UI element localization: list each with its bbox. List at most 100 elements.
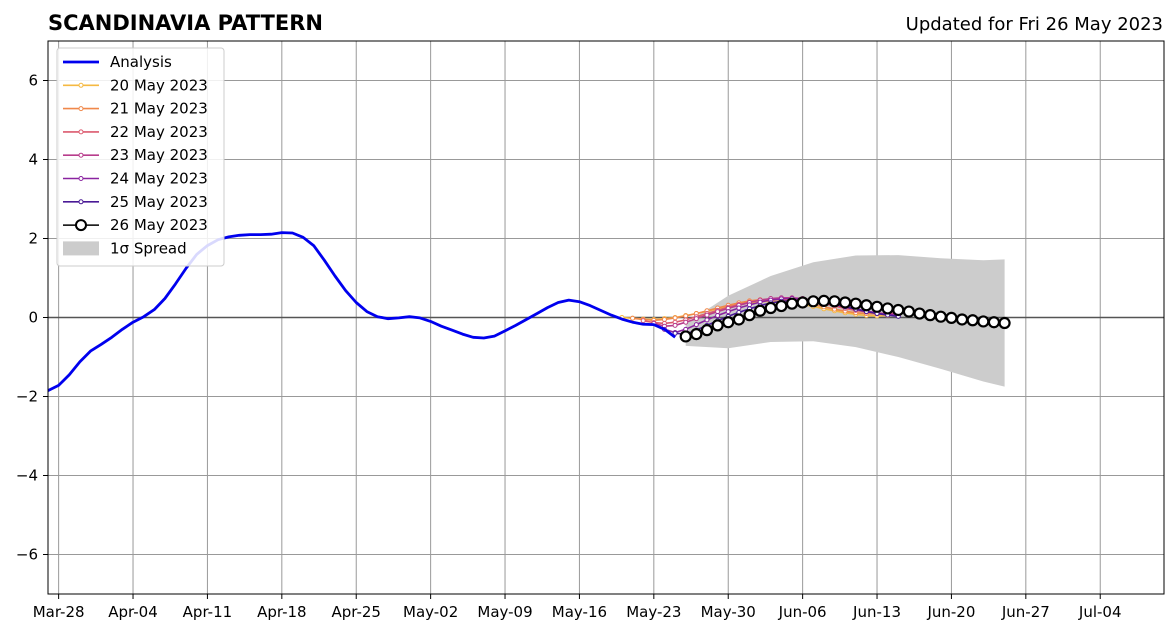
data-point xyxy=(902,305,916,318)
legend-label: 23 May 2023 xyxy=(110,146,208,164)
data-point xyxy=(839,296,852,309)
x-tick-label: Jun-13 xyxy=(852,603,901,621)
data-point xyxy=(945,311,958,324)
analysis-series-line xyxy=(47,231,676,392)
legend-label: 24 May 2023 xyxy=(110,170,208,188)
data-point xyxy=(732,313,745,326)
data-point xyxy=(722,316,735,329)
data-point xyxy=(966,314,979,327)
data-point xyxy=(715,309,721,315)
chart-subtitle: Updated for Fri 26 May 2023 xyxy=(906,14,1163,35)
x-axis-ticks: Mar-28 Apr-04 Apr-11 Apr-18 Apr-25 May-02 May-… xyxy=(33,594,1122,621)
analysis-line xyxy=(47,231,676,392)
x-tick-label: Jun-06 xyxy=(778,603,827,621)
data-point xyxy=(661,316,667,322)
x-tick-label: Apr-25 xyxy=(331,603,381,621)
x-tick-label: Jun-20 xyxy=(926,603,975,621)
data-point xyxy=(736,305,742,311)
data-point xyxy=(672,330,678,336)
legend-marker xyxy=(75,219,87,232)
data-point xyxy=(807,295,820,308)
data-point xyxy=(977,315,990,328)
data-point xyxy=(630,315,636,321)
series-6 xyxy=(679,294,1011,343)
y-axis-ticks: −6 −4 −2 0 2 4 6 xyxy=(16,72,48,564)
legend-label: 21 May 2023 xyxy=(110,100,208,118)
data-point xyxy=(704,312,710,318)
x-tick-label: May-30 xyxy=(701,603,756,621)
data-point xyxy=(754,304,767,317)
legend-entry: 24 May 2023 xyxy=(63,170,208,188)
legend-entry: 1σ Spread xyxy=(63,239,187,257)
legend-label: Analysis xyxy=(110,53,172,71)
legend-entry: 26 May 2023 xyxy=(63,216,208,234)
data-point xyxy=(715,313,721,319)
legend: Analysis 20 May 2023 21 May 2023 22 May 202… xyxy=(56,47,225,267)
data-point xyxy=(934,310,947,323)
x-tick-label: Jun-27 xyxy=(1001,603,1050,621)
data-point xyxy=(998,316,1011,330)
legend-label: 20 May 2023 xyxy=(110,76,208,94)
x-tick-label: Apr-18 xyxy=(257,603,307,621)
data-point xyxy=(849,297,862,310)
legend-entry: 23 May 2023 xyxy=(63,146,208,164)
data-point xyxy=(725,309,731,315)
data-point xyxy=(693,322,699,328)
spread-band xyxy=(685,255,1005,387)
legend-entry: 22 May 2023 xyxy=(63,123,208,141)
x-tick-label: May-02 xyxy=(403,603,458,621)
legend-marker xyxy=(78,152,84,158)
data-point xyxy=(640,318,646,324)
data-point xyxy=(817,294,830,308)
legend-marker xyxy=(78,106,84,112)
chart-title: SCANDINAVIA PATTERN xyxy=(48,11,323,35)
data-point xyxy=(913,307,926,320)
y-tick-label: −2 xyxy=(16,388,38,406)
data-point xyxy=(796,296,809,309)
legend-entry: Analysis xyxy=(63,53,172,71)
data-point xyxy=(711,319,724,332)
data-point xyxy=(870,300,884,313)
y-tick-label: 0 xyxy=(28,309,38,327)
data-point xyxy=(743,309,756,322)
data-point xyxy=(881,302,894,315)
legend-entry: 21 May 2023 xyxy=(63,100,208,118)
data-point xyxy=(690,327,703,341)
y-tick-label: −4 xyxy=(16,467,38,485)
legend-label: 22 May 2023 xyxy=(110,123,208,141)
legend-marker xyxy=(78,176,84,181)
data-point xyxy=(785,297,799,310)
data-point xyxy=(775,299,788,313)
data-point xyxy=(746,302,752,308)
data-point xyxy=(924,309,937,322)
data-point xyxy=(828,295,841,308)
legend-marker xyxy=(78,129,84,135)
x-tick-label: Jul-04 xyxy=(1078,603,1122,621)
x-tick-label: May-16 xyxy=(552,603,607,621)
legend-marker xyxy=(78,199,84,205)
data-point xyxy=(679,330,692,343)
x-tick-label: Apr-04 xyxy=(108,603,158,621)
x-tick-label: Apr-11 xyxy=(183,603,233,621)
data-point xyxy=(683,313,689,319)
data-point xyxy=(860,299,873,312)
x-tick-label: May-23 xyxy=(626,603,681,621)
y-tick-label: 4 xyxy=(28,151,38,169)
spread-area xyxy=(685,255,1005,387)
data-point xyxy=(672,315,678,321)
latest-forecast-line xyxy=(679,294,1011,343)
legend-entry: 25 May 2023 xyxy=(63,193,208,211)
legend-label: 1σ Spread xyxy=(110,239,187,257)
data-point xyxy=(683,319,689,325)
legend-marker xyxy=(78,82,84,88)
data-point xyxy=(987,316,1001,329)
y-tick-label: −6 xyxy=(16,546,38,564)
x-tick-label: May-09 xyxy=(477,603,532,621)
data-point xyxy=(704,317,710,323)
x-tick-label: Mar-28 xyxy=(33,603,85,621)
legend-swatch xyxy=(63,241,99,256)
data-point xyxy=(764,301,777,315)
legend-entry: 20 May 2023 xyxy=(63,76,208,94)
data-point xyxy=(693,316,699,322)
